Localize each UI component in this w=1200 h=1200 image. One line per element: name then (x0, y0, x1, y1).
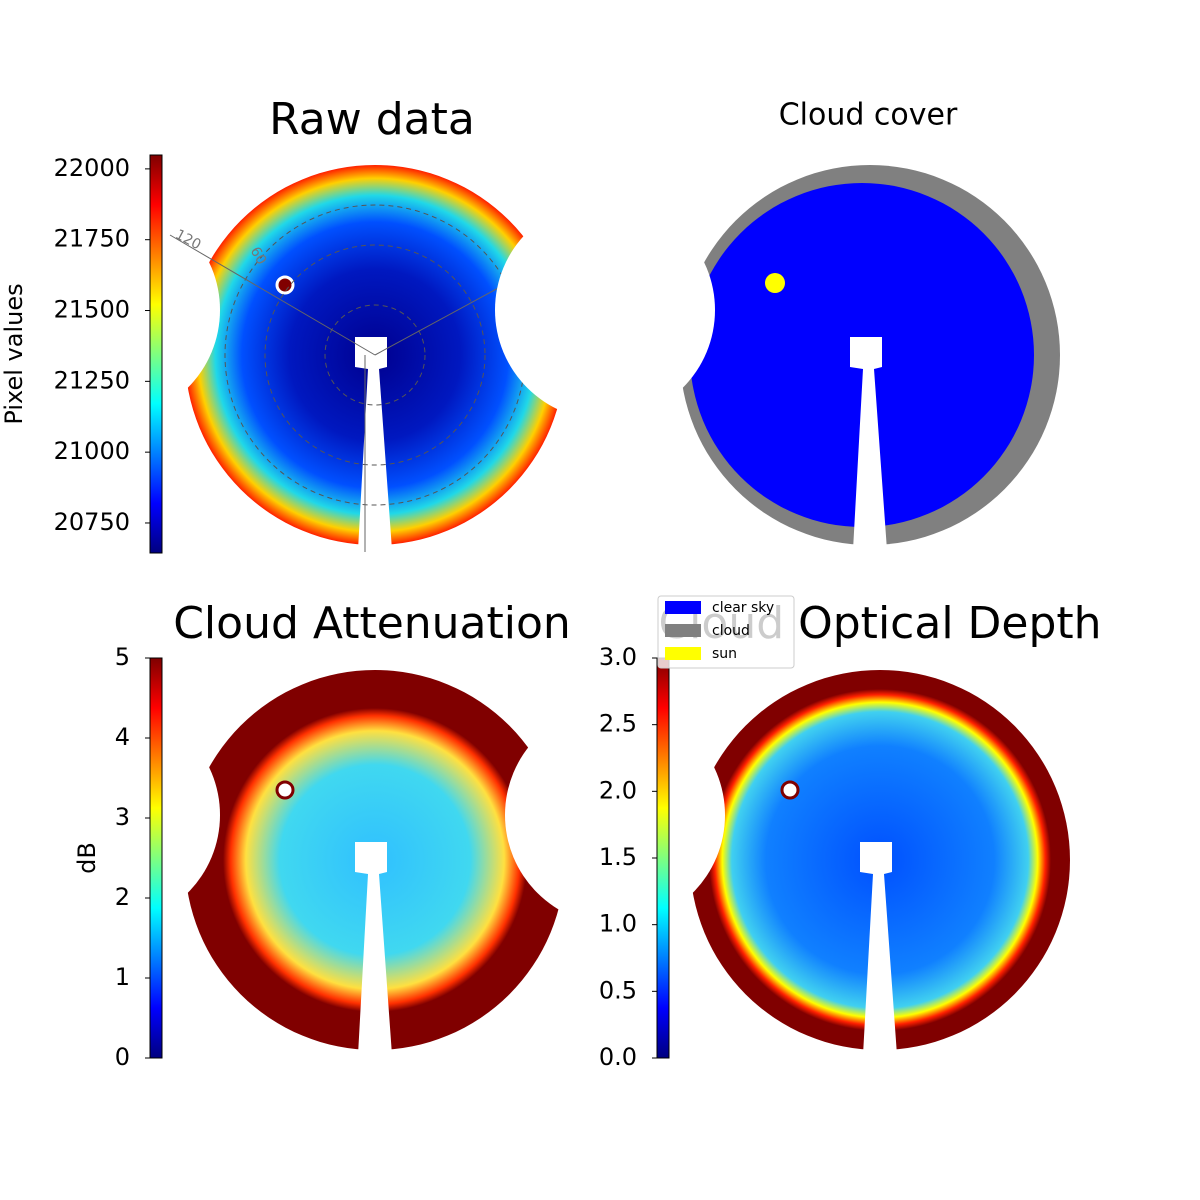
colorbar-tick-label: 21000 (54, 437, 130, 465)
colorbar-tick-label: 1 (115, 963, 130, 991)
colorbar-tick-label: 1.0 (599, 910, 637, 938)
mask-arm (850, 337, 887, 550)
legend-swatch (665, 647, 701, 660)
polar-spoke (169, 234, 376, 356)
colorbar-tick-label: 1.5 (599, 843, 637, 871)
colorbar-tick-label: 3.0 (599, 643, 637, 671)
legend-label: cloud (712, 623, 750, 639)
colorbar-tick-label: 0 (115, 1043, 130, 1071)
colorbar-tick-label: 4 (115, 723, 130, 751)
legend-swatch (665, 601, 701, 614)
colorbar-tick-label: 0.0 (599, 1043, 637, 1071)
panel-title: Cloud Attenuation (173, 598, 571, 649)
sun-region (765, 273, 785, 293)
sky-bite (505, 705, 725, 925)
polar-grid (324, 304, 426, 406)
legend-label: clear sky (712, 600, 774, 616)
panel-title: Raw data (269, 94, 475, 145)
sun-spot (275, 780, 295, 800)
mask-arm (860, 842, 897, 1055)
colorbar-tick-label: 0.5 (599, 976, 637, 1004)
colorbar-tick-label: 20750 (54, 508, 130, 536)
mask-arm (355, 337, 392, 550)
sky-bite (0, 200, 220, 420)
colorbar-tick-label: 22000 (54, 154, 130, 182)
polar-label: 60 (247, 244, 270, 267)
sky-bite (495, 200, 715, 420)
colorbar-tick-label: 21500 (54, 296, 130, 324)
legend-swatch (665, 624, 701, 637)
colorbar-tick-label: 2.0 (599, 776, 637, 804)
colorbar-tick-label: 21750 (54, 225, 130, 253)
colorbar (149, 657, 163, 1059)
sun-spot (275, 275, 295, 295)
colorbar-tick-label: 21250 (54, 366, 130, 394)
sun-spot (780, 780, 800, 800)
colorbar-tick-label: 3 (115, 803, 130, 831)
panel-title: Cloud cover (779, 98, 958, 133)
legend-label: sun (712, 646, 737, 662)
colorbar-tick-label: 2.5 (599, 710, 637, 738)
colorbar-label: Pixel values (0, 283, 28, 424)
polar-grid (264, 244, 486, 466)
colorbar (149, 154, 163, 554)
colorbar (656, 657, 670, 1059)
colorbar-tick-label: 2 (115, 883, 130, 911)
colorbar-label: dB (73, 842, 101, 874)
sky-bite (0, 705, 220, 925)
colorbar-tick-label: 5 (115, 643, 130, 671)
mask-arm (355, 842, 392, 1055)
